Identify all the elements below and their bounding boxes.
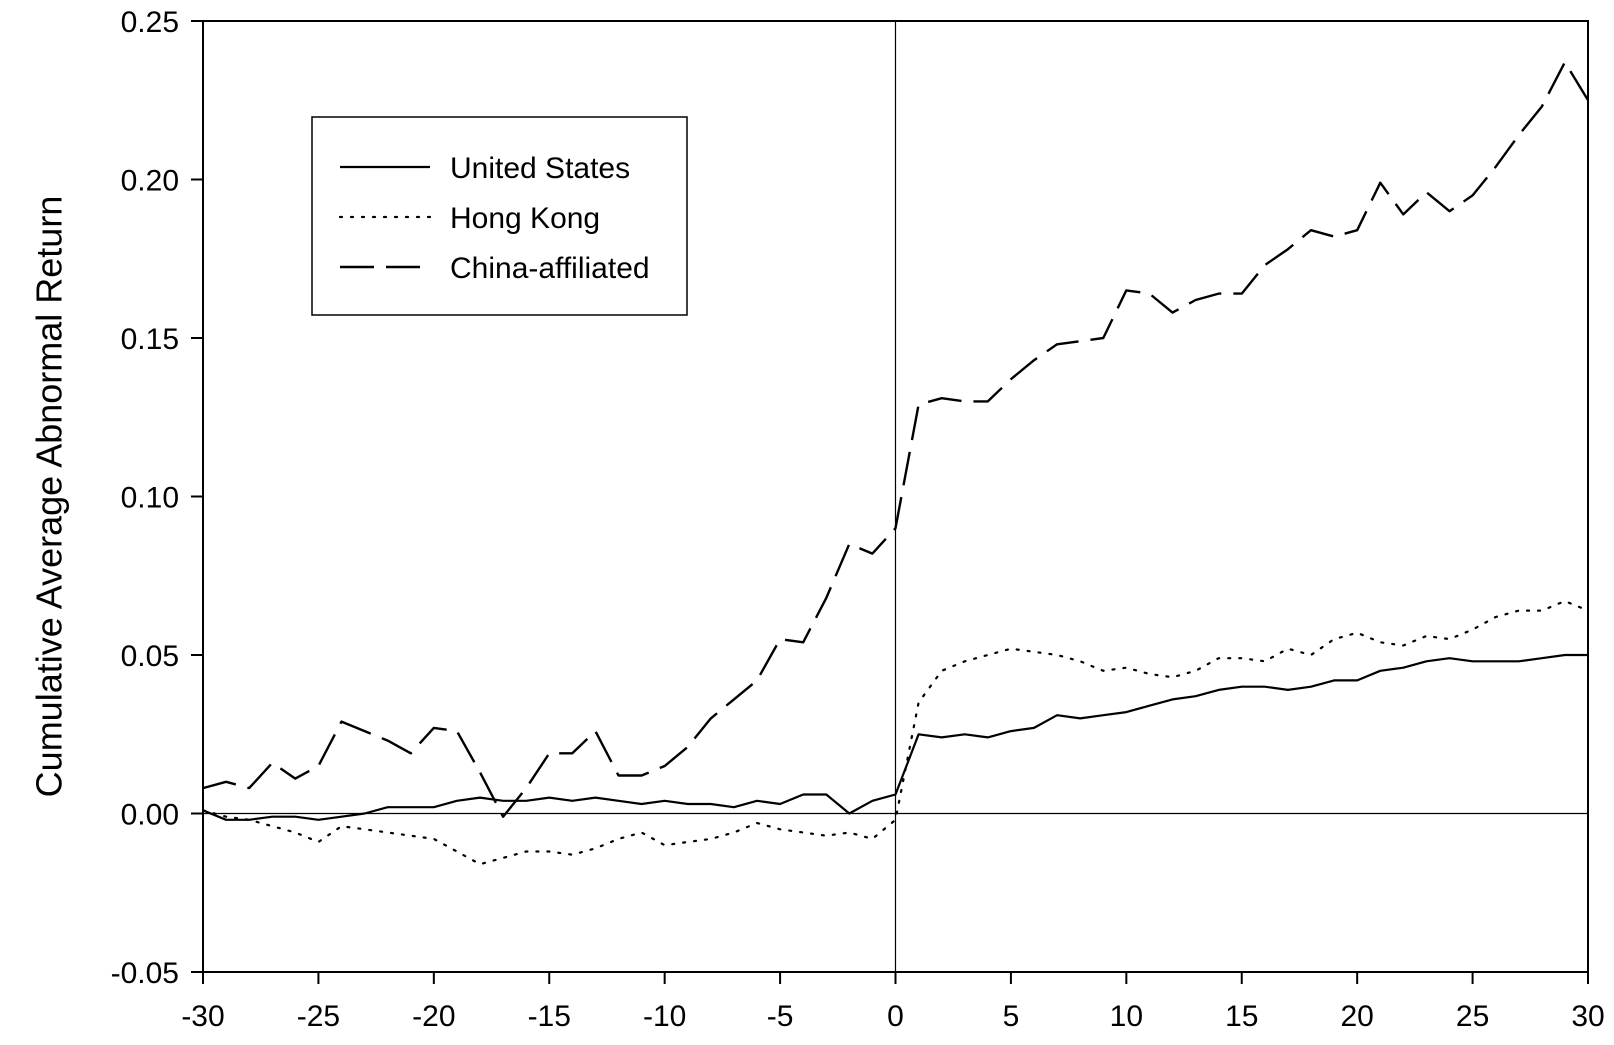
legend-label: China-affiliated <box>450 252 650 285</box>
x-tick-label: 25 <box>1456 1000 1489 1033</box>
x-tick-label: -5 <box>767 1000 794 1033</box>
x-tick-label: -20 <box>412 1000 455 1033</box>
x-tick-label: 0 <box>887 1000 904 1033</box>
legend-label: Hong Kong <box>450 202 600 235</box>
x-tick-label: -25 <box>297 1000 340 1033</box>
x-tick-label: 15 <box>1225 1000 1258 1033</box>
series-line-china-affiliated <box>202 61 1590 818</box>
legend-items: United States Hong Kong China-affiliated <box>338 152 650 285</box>
x-tick-label: 10 <box>1110 1000 1143 1033</box>
y-tick-label: 0.25 <box>121 6 179 39</box>
x-tick-label: 30 <box>1571 1000 1604 1033</box>
y-axis: -0.05 0.00 0.05 0.10 0.15 0.20 0.25 <box>111 6 203 990</box>
x-axis: -30 -25 -20 -15 -10 -5 0 5 10 15 20 25 30 <box>181 972 1605 1033</box>
legend-label: United States <box>450 152 630 185</box>
series-line-united-states <box>202 653 1588 821</box>
x-tick-label: -15 <box>528 1000 571 1033</box>
x-tick-label: -30 <box>181 1000 224 1033</box>
reference-lines <box>203 21 1588 972</box>
x-tick-label: -10 <box>643 1000 686 1033</box>
y-tick-label: 0.05 <box>121 640 179 673</box>
y-tick-label: 0.10 <box>121 482 179 515</box>
series-line-hong-kong <box>201 599 1590 866</box>
legend: United States Hong Kong China-affiliated <box>311 116 688 316</box>
series-layer <box>201 61 1590 866</box>
x-tick-label: 5 <box>1003 1000 1020 1033</box>
y-tick-label: -0.05 <box>111 957 179 990</box>
y-tick-label: 0.00 <box>121 799 179 832</box>
y-tick-label: 0.20 <box>121 165 179 198</box>
y-tick-label: 0.15 <box>121 323 179 356</box>
x-tick-label: 20 <box>1340 1000 1373 1033</box>
y-axis-title: Cumulative Average Abnormal Return <box>29 196 70 798</box>
